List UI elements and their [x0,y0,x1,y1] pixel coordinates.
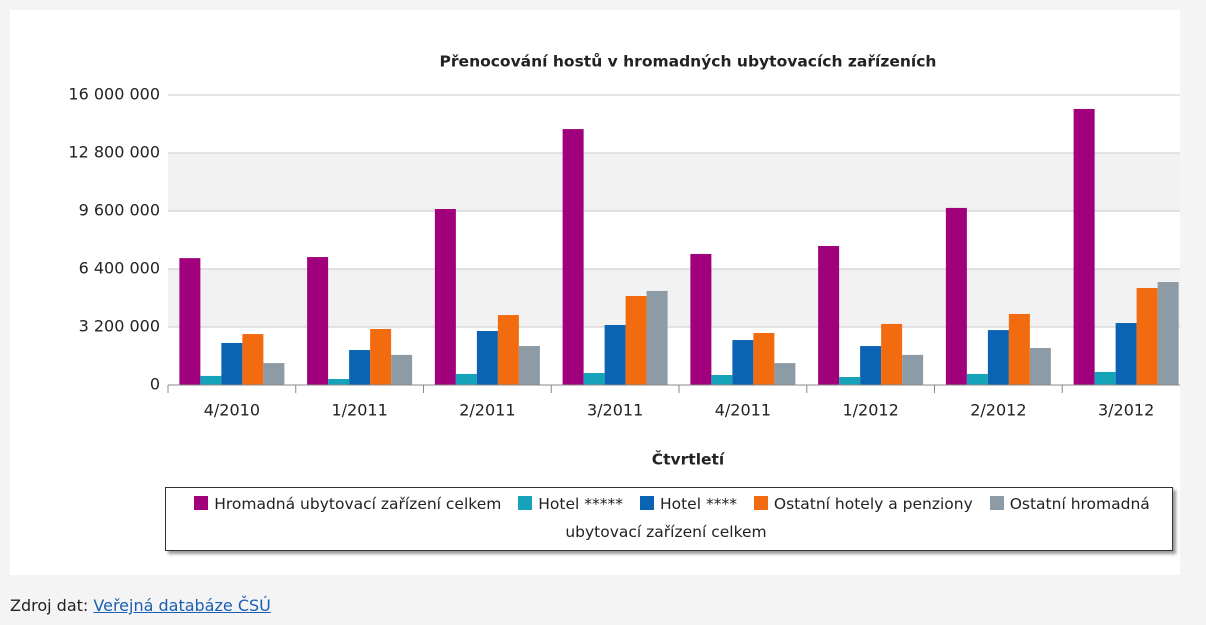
x-tick-label: 4/2011 [715,401,771,420]
legend-swatch [518,496,533,510]
bar [902,354,924,385]
bar [391,354,413,385]
y-tick-label: 9 600 000 [79,201,160,220]
bar [818,245,840,385]
legend-item: Hromadná ubytovací zařízení celkem [194,495,501,513]
x-tick-label: 1/2011 [331,401,387,420]
legend-label: Hotel ***** [538,495,624,513]
y-tick-label: 16 000 000 [68,85,160,104]
y-tick-label: 0 [150,375,160,394]
legend-label: Hromadná ubytovací zařízení celkem [214,495,502,513]
y-tick-label: 12 800 000 [68,143,160,162]
source-label: Zdroj dat: [10,596,89,615]
bar [1094,371,1116,385]
chart: Přenocování hostů v hromadných ubytovací… [68,52,1180,469]
bar [476,330,498,385]
bar [860,346,882,385]
chart-title: Přenocování hostů v hromadných ubytovací… [440,52,937,71]
legend-label: Ostatní hromadná ubytovací zařízení celk… [565,495,1150,541]
x-tick-label: 1/2012 [842,401,898,420]
plot-band [168,153,1180,211]
bar [1008,313,1030,385]
bar [1157,282,1179,385]
bar [881,323,903,385]
bar [753,332,775,385]
bar [1029,348,1051,385]
bar [328,379,350,385]
x-tick-label: 2/2012 [970,401,1026,420]
bar [987,330,1009,385]
legend-swatch [989,496,1004,510]
legend-item: Hotel **** [639,495,737,513]
bar [732,340,754,385]
legend-label: Ostatní hotely a penziony [773,495,973,513]
source-link[interactable]: Veřejná databáze ČSÚ [93,596,271,615]
x-tick-label: 3/2012 [1098,401,1154,420]
bar [518,346,540,385]
bar [434,209,456,385]
bar [625,296,647,385]
bar [200,375,222,385]
bar [583,373,605,385]
legend-swatch [639,496,654,510]
bar [1115,323,1137,385]
bar [370,328,392,385]
bar [179,258,201,385]
x-tick-label: 3/2011 [587,401,643,420]
footer: Zdroj dat: Veřejná databáze ČSÚ [10,596,271,615]
bar [1073,108,1095,386]
legend-item: Ostatní hotely a penziony [753,495,973,513]
legend-label: Hotel **** [659,495,737,513]
x-tick-label: 2/2011 [459,401,515,420]
chart-panel: Přenocování hostů v hromadných ubytovací… [10,10,1180,575]
bar [242,334,264,385]
bar [349,350,371,385]
y-tick-label: 3 200 000 [79,317,160,336]
bar [221,342,243,385]
legend-swatch [753,496,768,510]
bar [263,363,285,385]
bar [966,373,988,385]
bar [690,253,712,385]
bar [307,257,329,385]
x-axis-title: Čtvrtletí [652,450,725,469]
bar [839,377,861,385]
bar [646,290,668,385]
bar [711,375,733,385]
y-tick-label: 6 400 000 [79,259,160,278]
bar [455,373,477,385]
legend-item: Ostatní hromadná ubytovací zařízení celk… [565,495,1149,541]
bar [1136,288,1158,385]
bar [774,363,796,385]
bar [604,325,626,385]
x-tick-label: 4/2010 [204,401,260,420]
legend: Hromadná ubytovací zařízení celkem Hotel… [165,487,1173,551]
bar [497,315,519,385]
legend-item: Hotel ***** [518,495,623,513]
bar [945,207,967,385]
bar [562,129,584,385]
legend-swatch [194,496,209,510]
